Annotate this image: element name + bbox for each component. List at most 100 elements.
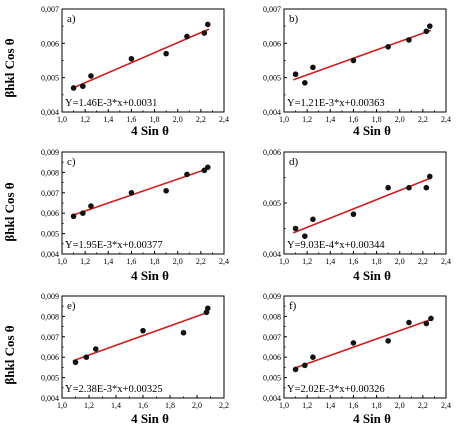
data-point (184, 33, 190, 40)
data-point (427, 23, 433, 29)
y-tick-label: 0,005 (41, 74, 59, 83)
fit-equation: Y=2.38E-3*x+0.00325 (65, 384, 163, 395)
data-point (350, 57, 357, 64)
x-tick-label: 1,8 (372, 115, 382, 124)
x-tick-label: 2,2 (418, 257, 428, 266)
y-axis-label-top: βhkl Cos θ (2, 38, 17, 97)
fit-equation: Y=2.02E-3*x+0.00326 (287, 384, 385, 395)
x-axis-label-left-bottom: 4 Sin θ (131, 411, 169, 426)
panel-4: 1,0 1,2 1,4 1,6 1,8 2,0 2,2 2,4 0,004 0,005 0,006 d… (263, 148, 451, 266)
x-tick-label: 1,4 (325, 401, 335, 410)
data-point (292, 366, 299, 373)
y-tick-label: 0,004 (41, 250, 59, 259)
panels: 1,0 1,2 1,4 1,6 1,8 2,0 2,2 2,4 0,004 0,005 0,006 0… (41, 5, 451, 410)
data-point (128, 190, 135, 196)
y-tick-label: 0,005 (263, 74, 281, 83)
y-tick-label: 0,006 (263, 39, 281, 48)
x-tick-label: 2,4 (219, 257, 229, 266)
y-tick-label: 0,004 (263, 108, 281, 117)
x-tick-label: 1,6 (126, 257, 136, 266)
y-tick-label: 0,009 (41, 292, 59, 301)
y-tick-label: 0,005 (263, 374, 281, 383)
data-point (406, 184, 412, 191)
x-tick-label: 1,0 (57, 115, 67, 124)
data-point (88, 203, 94, 209)
y-tick-label: 0,005 (263, 199, 281, 208)
x-tick-label: 1,2 (80, 257, 90, 266)
data-point (140, 327, 146, 334)
data-point (423, 184, 430, 191)
y-tick-label: 0,007 (41, 333, 59, 342)
panel-label: a) (67, 13, 76, 25)
y-axis-label-middle: βhkl Cos θ (2, 182, 17, 241)
x-tick-label: 1,6 (348, 115, 358, 124)
data-point (292, 225, 299, 232)
x-tick-label: 1,6 (348, 257, 358, 266)
x-tick-label: 2,2 (418, 401, 428, 410)
data-point (310, 216, 316, 223)
data-point (80, 210, 86, 216)
y-tick-label: 0,006 (41, 39, 59, 48)
data-point (406, 319, 412, 326)
x-tick-label: 2,4 (441, 401, 451, 410)
x-tick-label: 1,8 (150, 115, 160, 124)
plot-frame (283, 295, 447, 399)
y-tick-label: 0,005 (41, 230, 59, 239)
data-point (180, 329, 187, 336)
y-tick-label: 0,008 (41, 168, 59, 177)
data-point (310, 354, 316, 361)
x-tick-label: 2,0 (395, 401, 405, 410)
data-point (302, 80, 308, 86)
panel-3: 1,0 1,2 1,4 1,6 1,8 2,0 2,2 2,4 0,004 0,005 0,006 0… (41, 148, 229, 266)
plot-frame (61, 151, 225, 255)
fit-equation: Y=1.95E-3*x+0.00377 (65, 240, 163, 251)
fit-equation: Y=1.21E-3*x+0.00363 (287, 98, 385, 109)
x-tick-label: 2,4 (219, 115, 229, 124)
data-point (163, 187, 169, 194)
x-tick-label: 1,2 (80, 115, 90, 124)
x-tick-label: 1,0 (57, 401, 67, 410)
x-tick-label: 1,6 (348, 401, 358, 410)
data-point (163, 50, 169, 57)
x-tick-label: 1,8 (372, 401, 382, 410)
x-tick-label: 1,4 (111, 401, 121, 410)
plot-frame (61, 8, 225, 113)
x-tick-label: 1,4 (325, 257, 335, 266)
y-tick-label: 0,008 (263, 312, 281, 321)
y-tick-label: 0,006 (41, 209, 59, 218)
y-tick-label: 0,006 (41, 353, 59, 362)
x-tick-label: 2,4 (441, 257, 451, 266)
plot-frame (283, 8, 447, 113)
x-axis-label-right-bottom: 4 Sin θ (353, 411, 391, 426)
fit-equation: Y=9.03E-4*x+0.00344 (287, 240, 385, 251)
x-tick-label: 1,0 (279, 401, 289, 410)
x-tick-label: 1,0 (279, 257, 289, 266)
x-tick-label: 1,8 (150, 257, 160, 266)
panel-6: 1,0 1,2 1,4 1,6 1,8 2,0 2,2 2,4 0,004 0,005 0,006 0… (263, 292, 451, 410)
x-tick-label: 1,0 (279, 115, 289, 124)
data-point (292, 71, 299, 78)
panel-label: b) (289, 13, 299, 25)
x-tick-label: 2,0 (192, 401, 202, 410)
data-point (205, 21, 211, 28)
y-tick-label: 0,005 (41, 374, 59, 383)
y-axis-label-bottom: βhkl Cos θ (2, 325, 17, 384)
x-axis-label-left-top: 4 Sin θ (131, 123, 169, 138)
x-tick-label: 1,2 (302, 257, 312, 266)
data-point (350, 211, 357, 218)
data-point (201, 30, 208, 36)
y-tick-label: 0,004 (41, 108, 59, 117)
y-tick-label: 0,006 (263, 148, 281, 157)
x-tick-label: 1,6 (138, 401, 148, 410)
data-point (350, 340, 357, 346)
data-point (70, 213, 77, 220)
data-point (83, 354, 90, 361)
data-point (423, 320, 430, 327)
x-tick-label: 1,4 (103, 115, 113, 124)
data-point (385, 43, 391, 50)
data-point (385, 338, 391, 344)
y-tick-label: 0,009 (263, 292, 281, 301)
data-point (80, 83, 86, 90)
data-point (205, 305, 211, 312)
